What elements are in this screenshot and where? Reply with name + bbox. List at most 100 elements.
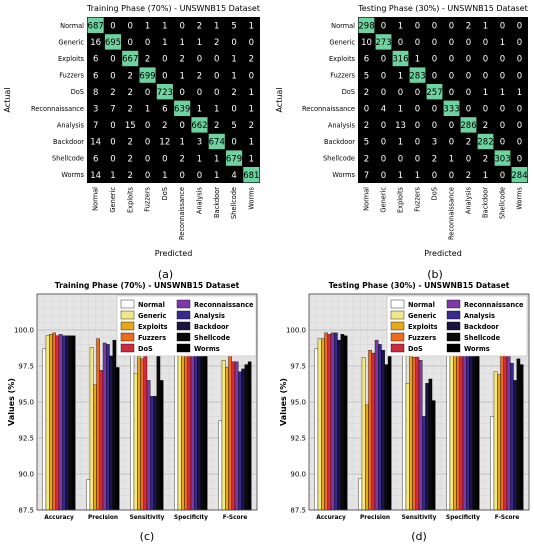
bar bbox=[384, 364, 389, 511]
bar bbox=[327, 334, 332, 511]
matrix-cell-value: 0 bbox=[128, 38, 133, 48]
matrix-cell-diagonal bbox=[243, 167, 260, 183]
matrix-cell bbox=[191, 100, 208, 116]
confusion-matrix-1: Testing Phase (30%) - UNSWNB15 Dataset 29… bbox=[275, 4, 528, 281]
matrix-cell-value: 10 bbox=[361, 38, 372, 48]
matrix-cell bbox=[208, 34, 225, 50]
bar bbox=[143, 354, 148, 511]
matrix-cell-value: 0 bbox=[162, 71, 167, 81]
matrix-cell-value: 0 bbox=[500, 71, 505, 81]
matrix-cell bbox=[174, 167, 191, 183]
matrix-cell-value: 723 bbox=[157, 88, 173, 98]
bar bbox=[49, 334, 53, 511]
matrix-cell bbox=[87, 84, 104, 100]
legend-swatch bbox=[120, 299, 135, 309]
legend-label: Reconnaissance bbox=[194, 301, 254, 309]
matrix-cell-value: 0 bbox=[197, 55, 202, 65]
matrix-cell-value: 0 bbox=[517, 38, 522, 48]
y-tick-label: 97.5 bbox=[290, 363, 306, 371]
matrix-cell-value: 0 bbox=[381, 154, 386, 164]
matrix-cell bbox=[494, 117, 511, 133]
bar bbox=[378, 344, 382, 511]
matrix-column-label: Worms bbox=[516, 186, 524, 209]
matrix-cell-diagonal bbox=[139, 67, 156, 83]
matrix-cell-value: 0 bbox=[517, 71, 522, 81]
matrix-cell-value: 2 bbox=[466, 138, 471, 148]
matrix-cell bbox=[156, 50, 173, 67]
matrix-cell-value: 1 bbox=[197, 154, 202, 164]
bar bbox=[431, 400, 436, 511]
matrix-cell bbox=[426, 34, 443, 50]
legend-label: Fuzzers bbox=[138, 334, 166, 342]
bar bbox=[493, 371, 498, 511]
matrix-cell bbox=[191, 17, 208, 33]
bar bbox=[456, 331, 460, 511]
y-tick-label: 95.0 bbox=[290, 399, 306, 407]
matrix-cell-value: 1 bbox=[145, 105, 150, 115]
matrix-cell bbox=[426, 50, 443, 67]
matrix-cell-value: 687 bbox=[88, 22, 104, 32]
matrix-cell-value: 16 bbox=[90, 38, 101, 48]
matrix-cell-value: 4 bbox=[231, 171, 236, 181]
matrix-row-label: Fuzzers bbox=[330, 72, 355, 80]
matrix-cell-value: 7 bbox=[110, 105, 115, 115]
matrix-cell-value: 0 bbox=[110, 55, 115, 65]
matrix-cell bbox=[409, 84, 426, 100]
bar bbox=[449, 332, 454, 511]
matrix-cell bbox=[122, 117, 139, 133]
plot-frame bbox=[36, 293, 258, 511]
legend-label: Analysis bbox=[464, 312, 495, 320]
legend-swatch bbox=[390, 343, 405, 353]
bar bbox=[358, 478, 363, 511]
matrix-cell bbox=[139, 34, 156, 50]
matrix-cell-value: 1 bbox=[197, 105, 202, 115]
matrix-cell-value: 8 bbox=[93, 88, 98, 98]
matrix-cell-value: 298 bbox=[358, 22, 374, 32]
bar bbox=[241, 368, 245, 511]
bar bbox=[446, 348, 451, 511]
matrix-cell-value: 0 bbox=[162, 55, 167, 65]
matrix-cell bbox=[375, 133, 392, 150]
matrix-cell-value: 1 bbox=[398, 22, 403, 32]
matrix-cell-diagonal bbox=[460, 117, 477, 133]
matrix-cell bbox=[208, 100, 225, 116]
bar bbox=[99, 370, 104, 511]
matrix-cell-value: 15 bbox=[125, 121, 136, 131]
matrix-cell bbox=[511, 100, 528, 116]
matrix-cell-value: 0 bbox=[249, 38, 254, 48]
matrix-column-label: Worms bbox=[247, 186, 255, 209]
matrix-cell bbox=[494, 67, 511, 83]
matrix-cell-value: 1 bbox=[179, 38, 184, 48]
bar bbox=[228, 347, 232, 511]
matrix-cell bbox=[191, 167, 208, 183]
matrix-cell-value: 6 bbox=[93, 154, 98, 164]
matrix-cell-value: 0 bbox=[483, 55, 488, 65]
bar bbox=[324, 332, 328, 511]
matrix-cell-value: 286 bbox=[460, 121, 476, 131]
panel-label: (d) bbox=[411, 530, 427, 543]
legend-swatch bbox=[176, 343, 191, 353]
matrix-cell-value: 0 bbox=[110, 22, 115, 32]
matrix-cell-value: 0 bbox=[145, 88, 150, 98]
y-tick-label: 87.5 bbox=[18, 507, 34, 515]
matrix-cell bbox=[494, 100, 511, 116]
matrix-column-label: Shellcode bbox=[499, 187, 507, 219]
matrix-cell bbox=[174, 84, 191, 100]
matrix-x-axis-label: Predicted bbox=[424, 249, 462, 258]
matrix-cell bbox=[375, 84, 392, 100]
matrix-cell-diagonal bbox=[358, 17, 375, 33]
matrix-cell-value: 2 bbox=[466, 171, 471, 181]
matrix-cell bbox=[139, 150, 156, 166]
matrix-cell bbox=[208, 150, 225, 166]
matrix-cell bbox=[226, 100, 243, 116]
matrix-cell bbox=[409, 150, 426, 166]
matrix-column-label: Normal bbox=[92, 187, 100, 211]
matrix-cell bbox=[392, 34, 409, 50]
matrix-cell-value: 6 bbox=[93, 71, 98, 81]
matrix-cell bbox=[426, 17, 443, 33]
matrix-cell-value: 681 bbox=[243, 171, 259, 181]
matrix-cell-value: 0 bbox=[231, 138, 236, 148]
matrix-cell bbox=[477, 17, 494, 33]
matrix-cell-value: 0 bbox=[415, 154, 420, 164]
bar bbox=[361, 357, 366, 511]
